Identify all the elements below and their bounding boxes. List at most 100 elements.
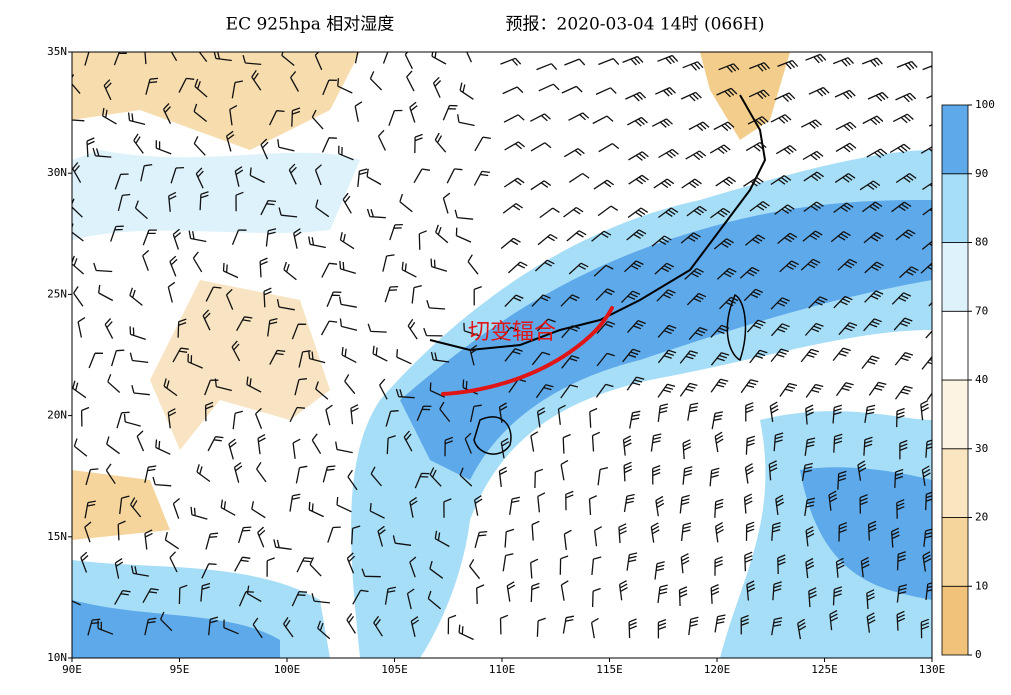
wind-barb — [893, 317, 913, 331]
wind-barb — [164, 531, 180, 550]
wind-barb — [863, 436, 873, 456]
wind-barb — [771, 521, 781, 541]
wind-barb — [469, 344, 478, 366]
wind-barb — [228, 438, 237, 460]
wind-barb — [894, 351, 914, 366]
wind-barb — [170, 52, 178, 62]
wind-barb — [562, 433, 571, 454]
wind-barb — [593, 526, 603, 547]
wind-barb — [260, 138, 269, 160]
wind-barb — [295, 465, 308, 484]
wind-barb — [114, 589, 131, 605]
wind-barb — [688, 616, 699, 636]
axes: 90E 95E 100E 105E 110E 115E 120E 125E 130E 10N 15N… — [47, 45, 945, 676]
taiwan-coast — [726, 293, 747, 362]
wind-barb — [504, 348, 523, 362]
wind-barb — [338, 296, 357, 308]
wind-barb — [681, 178, 702, 189]
wind-barb — [251, 501, 266, 519]
wind-barb — [568, 112, 590, 121]
wind-barb — [890, 527, 900, 548]
colorbar-box — [941, 242, 969, 312]
wind-barb — [805, 383, 824, 398]
wind-barb — [294, 378, 307, 396]
wind-barb — [563, 529, 572, 550]
wind-barb — [922, 182, 932, 191]
wind-barb — [744, 551, 753, 572]
wind-barb — [894, 385, 913, 400]
wind-barb — [925, 491, 932, 511]
wind-barb — [568, 262, 589, 275]
wind-barb — [205, 532, 219, 550]
wind-barb — [805, 404, 814, 425]
wind-barb — [80, 406, 90, 427]
wind-barb — [561, 355, 580, 369]
wind-barb — [832, 57, 854, 67]
wind-barb — [133, 133, 144, 154]
wind-barb — [192, 251, 203, 273]
wind-barb — [430, 351, 450, 363]
wind-barb — [430, 258, 448, 272]
wind-barb — [654, 262, 675, 275]
wind-barb — [466, 52, 472, 63]
wind-barb — [618, 523, 627, 544]
wind-barb — [467, 254, 479, 275]
wind-barb — [679, 350, 698, 364]
wind-barb — [293, 228, 302, 249]
wind-barb — [801, 462, 813, 482]
wind-barb — [246, 376, 262, 393]
wind-barb — [891, 292, 912, 305]
wind-barb — [163, 378, 178, 397]
wind-barb — [561, 85, 583, 94]
wind-barb — [534, 259, 555, 272]
wind-barb — [507, 261, 528, 274]
wind-barb — [800, 258, 821, 271]
wind-barb — [657, 403, 669, 422]
wind-barb — [442, 104, 458, 121]
wind-barb — [246, 585, 262, 603]
wind-barb — [805, 53, 827, 64]
wind-barb — [432, 76, 442, 98]
wind-barb — [835, 382, 854, 397]
wind-barb — [469, 558, 481, 580]
wind-barb — [339, 232, 355, 250]
wind-barb — [367, 323, 387, 333]
wind-barb — [172, 347, 189, 363]
title: EC 925hpa 相对湿度 — [226, 15, 395, 35]
wind-barb — [291, 323, 307, 340]
wind-barb — [354, 52, 359, 64]
wind-barb — [129, 287, 143, 306]
x-tick-label: 130E — [919, 663, 946, 676]
wind-barb — [740, 614, 749, 635]
wind-barb — [682, 439, 692, 460]
wind-barb — [772, 581, 782, 601]
wind-barb — [502, 86, 524, 95]
wind-barb — [463, 322, 480, 337]
wind-barb — [254, 407, 263, 429]
wind-barb — [739, 266, 760, 279]
wind-barb — [403, 430, 413, 452]
wind-barb — [93, 262, 113, 273]
wind-barb — [889, 143, 911, 154]
wind-barb — [223, 619, 239, 635]
wind-barb — [710, 324, 730, 338]
wind-barb — [749, 349, 768, 364]
wind-barb — [747, 116, 769, 126]
wind-barb — [770, 175, 792, 186]
wind-barb — [834, 89, 856, 100]
wind-barb — [714, 522, 724, 543]
wind-barb — [529, 113, 551, 122]
colorbar-label: 70 — [975, 304, 988, 317]
wind-barb — [130, 565, 150, 577]
wind-barb — [867, 91, 889, 102]
wind-barb — [377, 525, 386, 547]
wind-barb — [352, 589, 369, 605]
wind-barb — [804, 497, 816, 516]
x-tick-label: 110E — [489, 663, 516, 676]
wind-barb — [72, 380, 87, 399]
wind-barb — [506, 581, 516, 602]
wind-barb — [715, 176, 736, 187]
wind-barb — [564, 58, 586, 66]
wind-barb — [129, 326, 146, 341]
wind-barb — [232, 410, 243, 430]
